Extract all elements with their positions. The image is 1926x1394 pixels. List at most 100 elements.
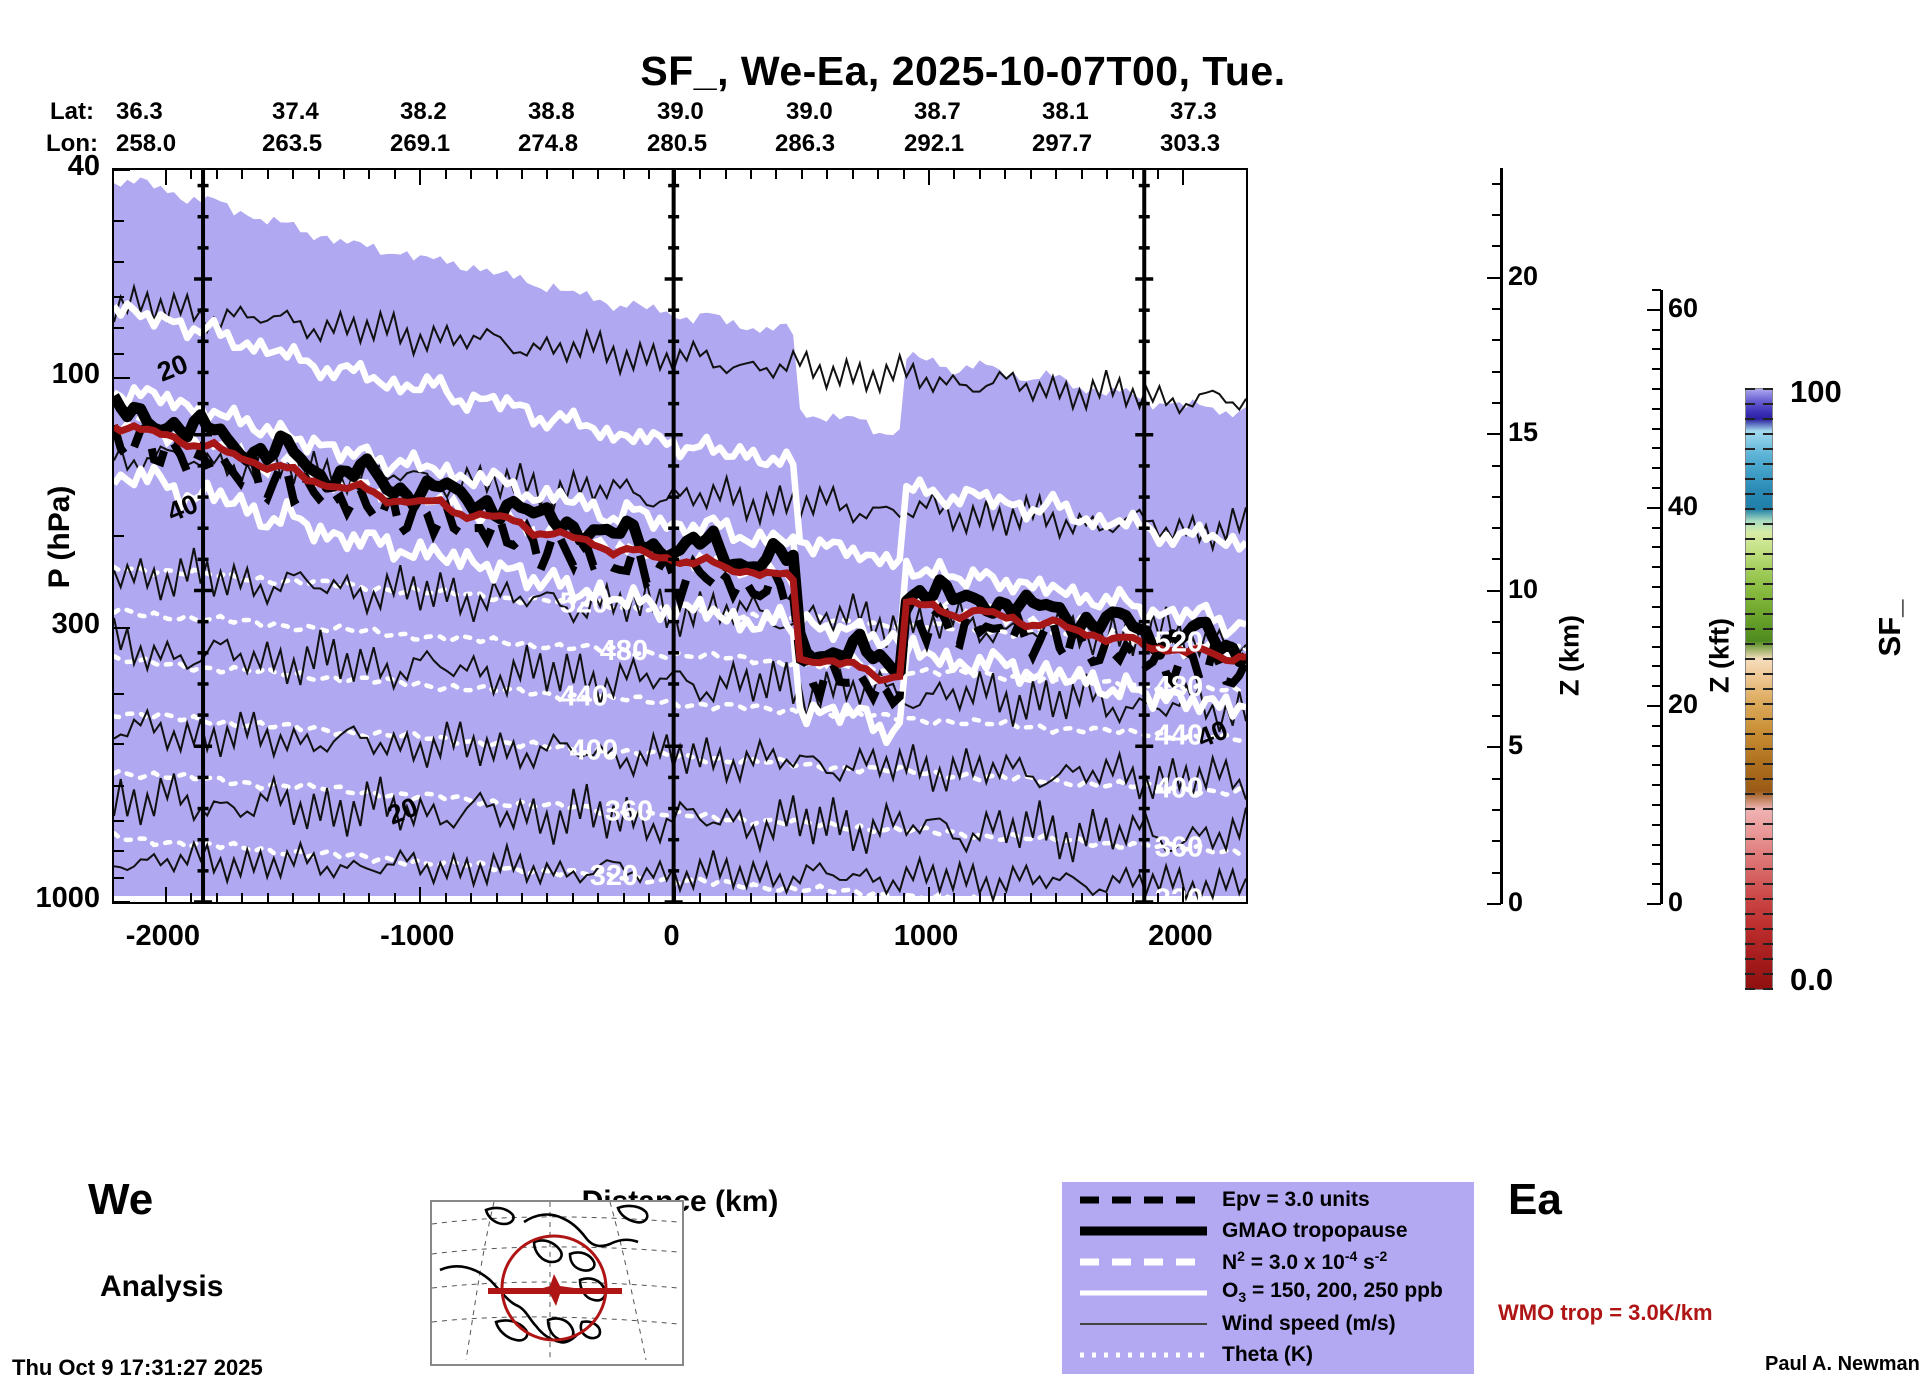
white-dotted-line-icon [1062,1339,1222,1370]
z-axis-minor-tick [1492,182,1501,185]
x-axis-minor-tick [953,893,956,902]
z-axis-minor-tick [1652,665,1661,668]
svg-text:320: 320 [590,860,638,892]
colorbar-tick [1763,583,1773,585]
z-axis-minor-tick [1652,724,1661,727]
author-credit: Paul A. Newman (NASA [1765,1353,1926,1375]
svg-text:440: 440 [560,681,608,713]
x-axis-top-tick [877,170,880,179]
x-axis-tick-label: -2000 [125,920,200,952]
x-axis-minor-tick [470,893,473,902]
x-axis-minor-tick [190,893,193,902]
colorbar-tick [1763,793,1773,795]
colorbar-tick [1745,748,1755,750]
colorbar-tick [1745,493,1755,495]
z-axis-minor-tick [1492,715,1501,718]
colorbar-tick [1763,898,1773,900]
x-axis-top-tick [292,170,295,179]
colorbar-tick [1745,628,1755,630]
cross-section-svg: 5205204804804404404004003603603203202040… [114,170,1246,902]
z-axis-tick-label: 15 [1508,417,1539,448]
x-axis-top-tick [699,170,702,179]
colorbar-tick [1763,853,1773,855]
x-axis-tick-label: 1000 [893,920,959,952]
x-axis-top-tick [775,170,778,179]
z-axis-minor-tick [1652,645,1661,648]
legend-box[interactable]: Epv = 3.0 units GMAO tropopause N2 = 3.0… [1062,1182,1474,1374]
colorbar-tick [1745,523,1755,525]
x-axis-top-tick [826,170,829,179]
legend-item-epv[interactable]: Epv = 3.0 units [1062,1184,1474,1215]
z-axis-tick-label: 0 [1668,887,1684,917]
z-axis-minor-tick [1492,339,1501,342]
colorbar-min-label: 0.0 [1790,962,1834,997]
x-axis-minor-tick [292,893,295,902]
x-axis-minor-tick [266,893,269,902]
legend-item-gmao-tropopause[interactable]: GMAO tropopause [1062,1215,1474,1246]
colorbar-tick [1745,883,1755,885]
colorbar-tick [1745,898,1755,900]
x-axis-top-tick [953,170,956,179]
x-axis-top-tick [1029,170,1032,179]
legend-item-theta[interactable]: Theta (K) [1062,1339,1474,1370]
colorbar-tick [1745,703,1755,705]
colorbar-tick [1745,613,1755,615]
z-axis-major-tick [1647,506,1661,509]
colorbar-tick [1745,718,1755,720]
inset-map-svg [432,1202,679,1361]
x-axis-top-tick [571,170,574,179]
colorbar-tick [1745,808,1755,810]
y-axis-minor-tick [114,219,124,222]
coastlines [439,1204,649,1344]
y-axis-minor-tick [114,743,124,746]
z-axis-minor-tick [1652,744,1661,747]
black-thick-line-icon [1062,1215,1222,1246]
colorbar-tick [1745,538,1755,540]
x-axis-minor-tick [902,893,905,902]
svg-text:400: 400 [570,734,618,766]
longitude-header-row: Lon: 258.0 263.5 269.1 274.8 280.5 286.3… [0,130,1926,160]
colorbar-tick [1763,418,1773,420]
colorbar-tick [1745,508,1755,510]
colorbar-tick [1763,958,1773,960]
lon-value-3: 274.8 [518,130,579,157]
colorbar-tick [1745,583,1755,585]
lat-value-0: 36.3 [116,98,163,125]
colorbar-tick [1745,988,1755,990]
x-axis-minor-tick [1055,893,1058,902]
colorbar-tick [1745,943,1755,945]
x-axis-major-tick [928,887,931,902]
lat-value-6: 38.7 [914,98,961,125]
legend-label-ozone: O3 = 150, 200, 250 ppb [1222,1279,1443,1306]
x-axis-top-tick [622,170,625,179]
colorbar-tick [1763,988,1773,990]
colorbar-tick [1763,688,1773,690]
lon-value-6: 292.1 [904,130,965,157]
cross-section-plot[interactable]: 520 520 480 480 440 440 400 400 360 360 320 320 20 40… [112,168,1248,904]
colorbar-tick [1763,838,1773,840]
colorbar-tick [1763,778,1773,780]
svg-text:520: 520 [1155,626,1203,658]
colorbar-tick [1745,478,1755,480]
colorbar-tick [1745,838,1755,840]
lat-value-5: 39.0 [786,98,833,125]
inset-location-map[interactable] [430,1200,684,1366]
lon-value-5: 286.3 [775,130,836,157]
x-axis-minor-tick [978,893,981,902]
y-axis-tick-label: 40 [67,150,100,182]
x-axis-minor-tick [826,893,829,902]
x-axis-top-tick [521,170,523,179]
legend-item-n2[interactable]: N2 = 3.0 x 10-4 s-2 [1062,1246,1474,1277]
legend-item-wind-speed[interactable]: Wind speed (m/s) [1062,1308,1474,1339]
x-axis-top-tick [470,170,473,179]
x-axis-major-tick [164,887,167,902]
z-axis-minor-tick [1652,566,1661,569]
x-axis-top-tick [393,170,396,179]
y-axis-minor-tick [114,877,124,880]
x-axis-top-tick [241,170,244,179]
x-axis-top-tick [1080,170,1083,179]
z-kft-axis-title: Z (kft) [1704,618,1735,693]
lon-value-4: 280.5 [647,130,708,157]
svg-text:360: 360 [1155,831,1203,863]
legend-item-ozone[interactable]: O3 = 150, 200, 250 ppb [1062,1277,1474,1308]
